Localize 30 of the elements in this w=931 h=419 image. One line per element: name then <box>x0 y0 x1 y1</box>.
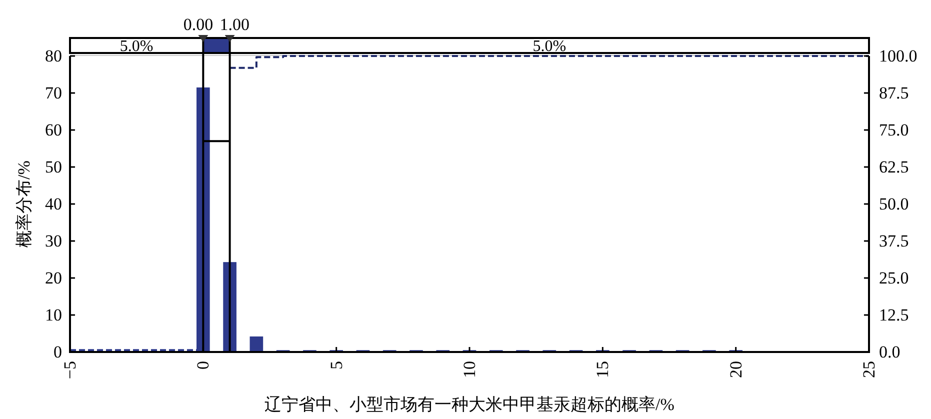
y2-tick-label: 37.5 <box>879 232 909 250</box>
x-tick-label: 20 <box>726 361 746 378</box>
x-tick-label: 0 <box>194 361 213 370</box>
ref-line-label: 1.00 <box>220 15 250 34</box>
text: 5.0% <box>532 38 566 55</box>
text: 5.0% <box>120 38 154 55</box>
x-tick-label: 15 <box>593 361 612 378</box>
y-tick-label: 80 <box>45 46 62 66</box>
y2-tick-label: 100.0 <box>879 46 918 66</box>
y-axis-title: 概率分布/% <box>14 160 34 248</box>
y2-tick-label: 50.0 <box>879 194 909 214</box>
ref-line-label: 0.00 <box>183 15 214 34</box>
y-tick-label: 70 <box>45 84 62 102</box>
y-tick-label: 40 <box>45 194 62 214</box>
y2-tick-label: 75.0 <box>879 120 909 140</box>
x-tick-label: −5 <box>60 361 80 380</box>
x-tick-label: 10 <box>460 361 479 378</box>
y2-tick-label: 0.0 <box>879 342 900 362</box>
y-tick-label: 50 <box>45 158 62 176</box>
y2-tick-label: 12.5 <box>879 306 909 324</box>
y-tick-label: 60 <box>45 120 62 140</box>
x-tick-label: 5 <box>326 361 346 370</box>
x-axis-title: 辽宁省中、小型市场有一种大米中甲基汞超标的概率/% <box>264 395 674 414</box>
y2-tick-label: 25.0 <box>879 268 909 288</box>
y-tick-label: 30 <box>45 232 62 250</box>
x-tick-label: 25 <box>860 361 878 378</box>
y2-tick-label: 87.5 <box>879 84 909 102</box>
y-tick-label: 10 <box>45 306 62 324</box>
y-tick-label: 20 <box>45 268 62 288</box>
y2-tick-label: 62.5 <box>879 158 909 176</box>
